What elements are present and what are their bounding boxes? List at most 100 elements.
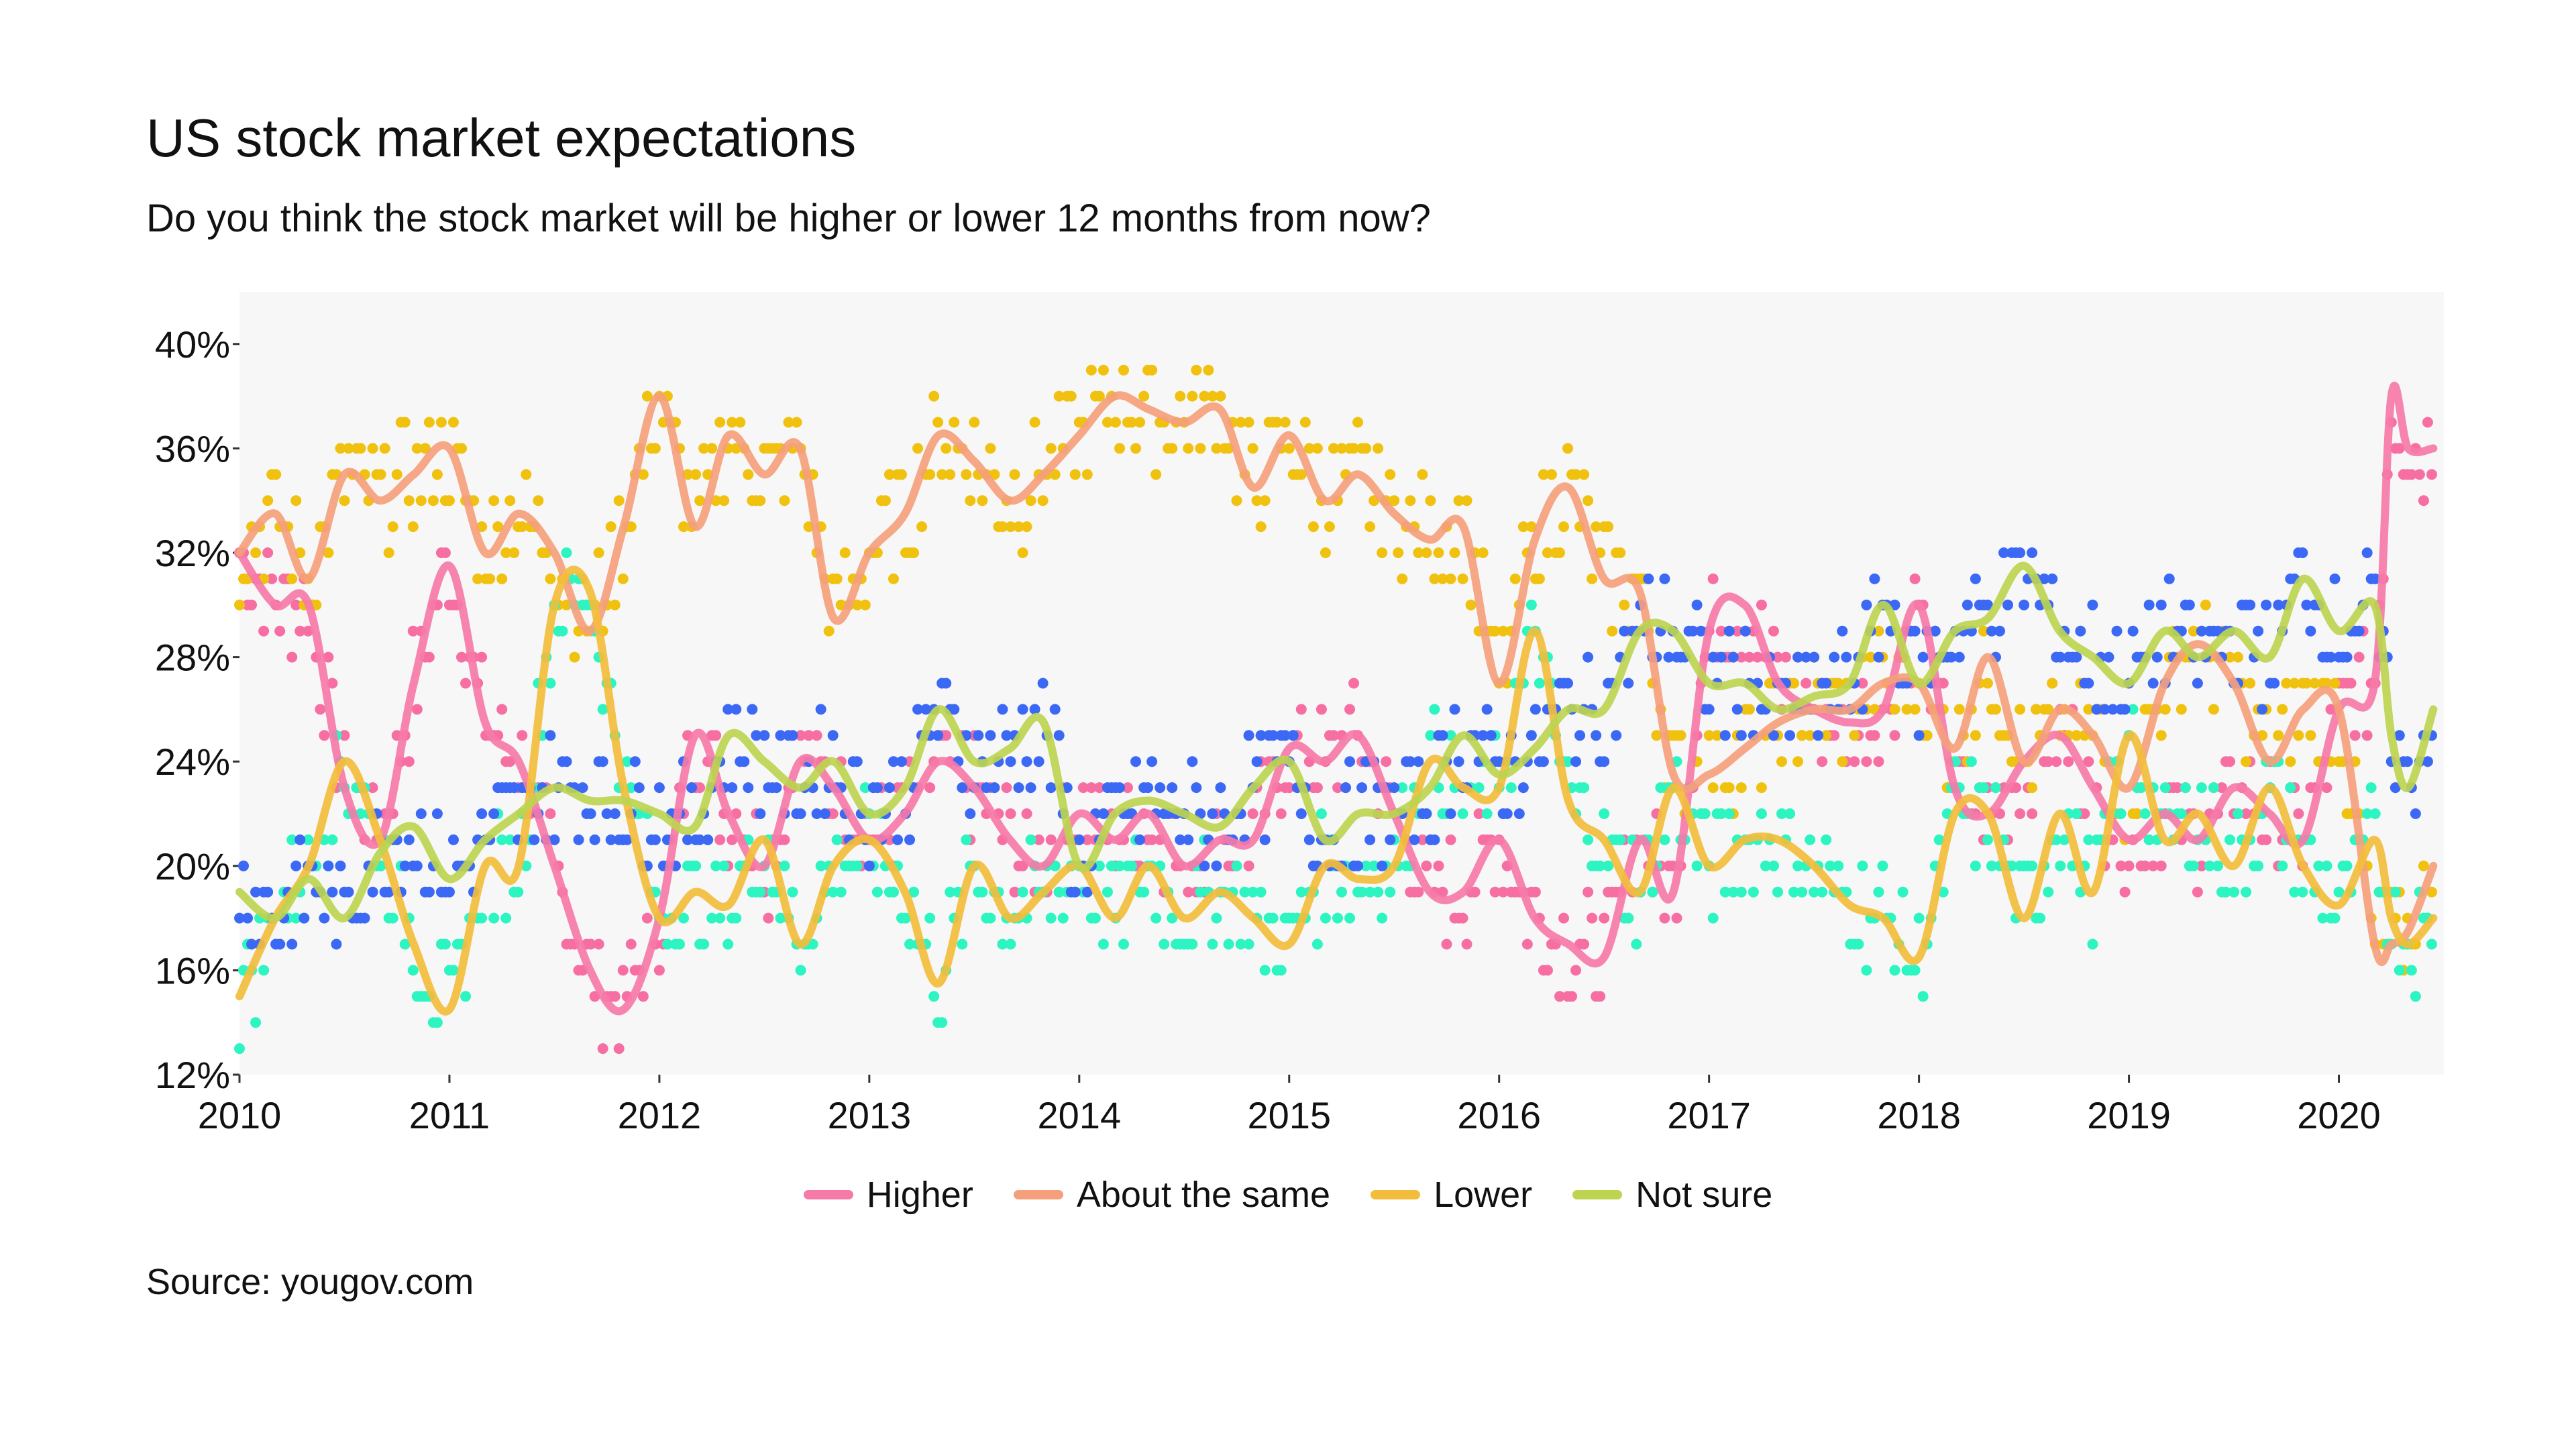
data-point [831, 573, 843, 584]
data-point [1364, 834, 1376, 845]
data-point [920, 704, 932, 715]
data-point [2261, 599, 2272, 610]
data-point [1809, 886, 1820, 898]
data-point [1825, 860, 1836, 871]
data-point [1093, 782, 1105, 794]
data-point [545, 730, 556, 741]
data-point [319, 912, 330, 924]
data-point [1336, 443, 1347, 454]
data-point [403, 834, 415, 845]
data-point [2224, 834, 2236, 845]
data-point [2418, 860, 2429, 871]
data-point [1857, 860, 1868, 871]
y-tick-label: 32% [155, 532, 230, 574]
data-point [476, 808, 488, 819]
data-point [706, 912, 718, 924]
data-point [1243, 730, 1254, 741]
data-point [407, 965, 419, 976]
data-point [2083, 756, 2094, 767]
data-point [1385, 469, 1396, 480]
data-point [456, 651, 468, 663]
data-point [739, 756, 750, 767]
data-point [1311, 938, 1323, 950]
data-point [1473, 808, 1485, 819]
data-point [714, 834, 726, 845]
data-point [722, 938, 734, 950]
data-point [779, 495, 790, 506]
data-point [795, 808, 806, 819]
data-point [1752, 651, 1763, 663]
data-point [1715, 808, 1727, 819]
data-point [1788, 886, 1800, 898]
data-point [924, 469, 936, 480]
data-point [1643, 573, 1654, 584]
data-point [912, 704, 924, 715]
data-point [262, 886, 274, 898]
data-point [2107, 704, 2118, 715]
data-point [949, 417, 960, 428]
data-point [1045, 443, 1057, 454]
legend: Higher About the same Lower Not sure [0, 1174, 2576, 1216]
data-point [439, 547, 451, 558]
data-point [609, 808, 621, 819]
data-point [2091, 704, 2102, 715]
data-point [1013, 521, 1024, 533]
data-point [941, 443, 952, 454]
data-point [1449, 704, 1460, 715]
data-point [476, 651, 488, 663]
series-lines [235, 382, 2438, 1016]
data-point [1397, 782, 1408, 794]
data-point [908, 886, 920, 898]
data-point [504, 834, 516, 845]
data-point [743, 469, 754, 480]
data-point [1743, 704, 1755, 715]
data-point [2261, 834, 2272, 845]
data-point [250, 547, 262, 558]
data-point [2241, 756, 2252, 767]
data-point [1037, 678, 1049, 689]
data-point [1081, 469, 1093, 480]
data-point [1477, 547, 1489, 558]
data-point [1429, 573, 1440, 584]
data-point [484, 573, 496, 584]
data-point [294, 834, 306, 845]
data-point [2233, 808, 2244, 819]
data-point [2297, 886, 2308, 898]
data-point [2325, 651, 2337, 663]
data-point [1328, 443, 1339, 454]
data-point [892, 834, 903, 845]
data-point [1501, 808, 1513, 819]
data-point [2115, 860, 2127, 871]
data-point [1873, 886, 1884, 898]
data-point [517, 521, 528, 533]
data-point [1029, 417, 1040, 428]
data-point [2039, 573, 2050, 584]
data-point [2341, 651, 2353, 663]
data-point [1574, 730, 1586, 741]
data-point [714, 912, 726, 924]
data-point [633, 808, 645, 819]
data-point [2099, 704, 2110, 715]
data-point [549, 834, 560, 845]
data-point [1784, 808, 1796, 819]
data-point [488, 808, 500, 819]
data-point [1001, 782, 1012, 794]
data-point [439, 938, 451, 950]
data-point [1933, 834, 1945, 845]
data-point [2410, 991, 2421, 1002]
data-point [1776, 756, 1787, 767]
data-point [1255, 886, 1267, 898]
data-point [1595, 860, 1606, 871]
data-point [727, 417, 738, 428]
data-point [1788, 678, 1800, 689]
data-point [1534, 678, 1545, 689]
data-point [1251, 756, 1263, 767]
data-point [1385, 886, 1396, 898]
data-point [1332, 912, 1343, 924]
data-point [2273, 599, 2284, 610]
legend-label: Not sure [1635, 1175, 1773, 1215]
data-point [1801, 678, 1812, 689]
data-point [1707, 782, 1719, 794]
data-point [678, 912, 690, 924]
data-point [1138, 390, 1150, 402]
